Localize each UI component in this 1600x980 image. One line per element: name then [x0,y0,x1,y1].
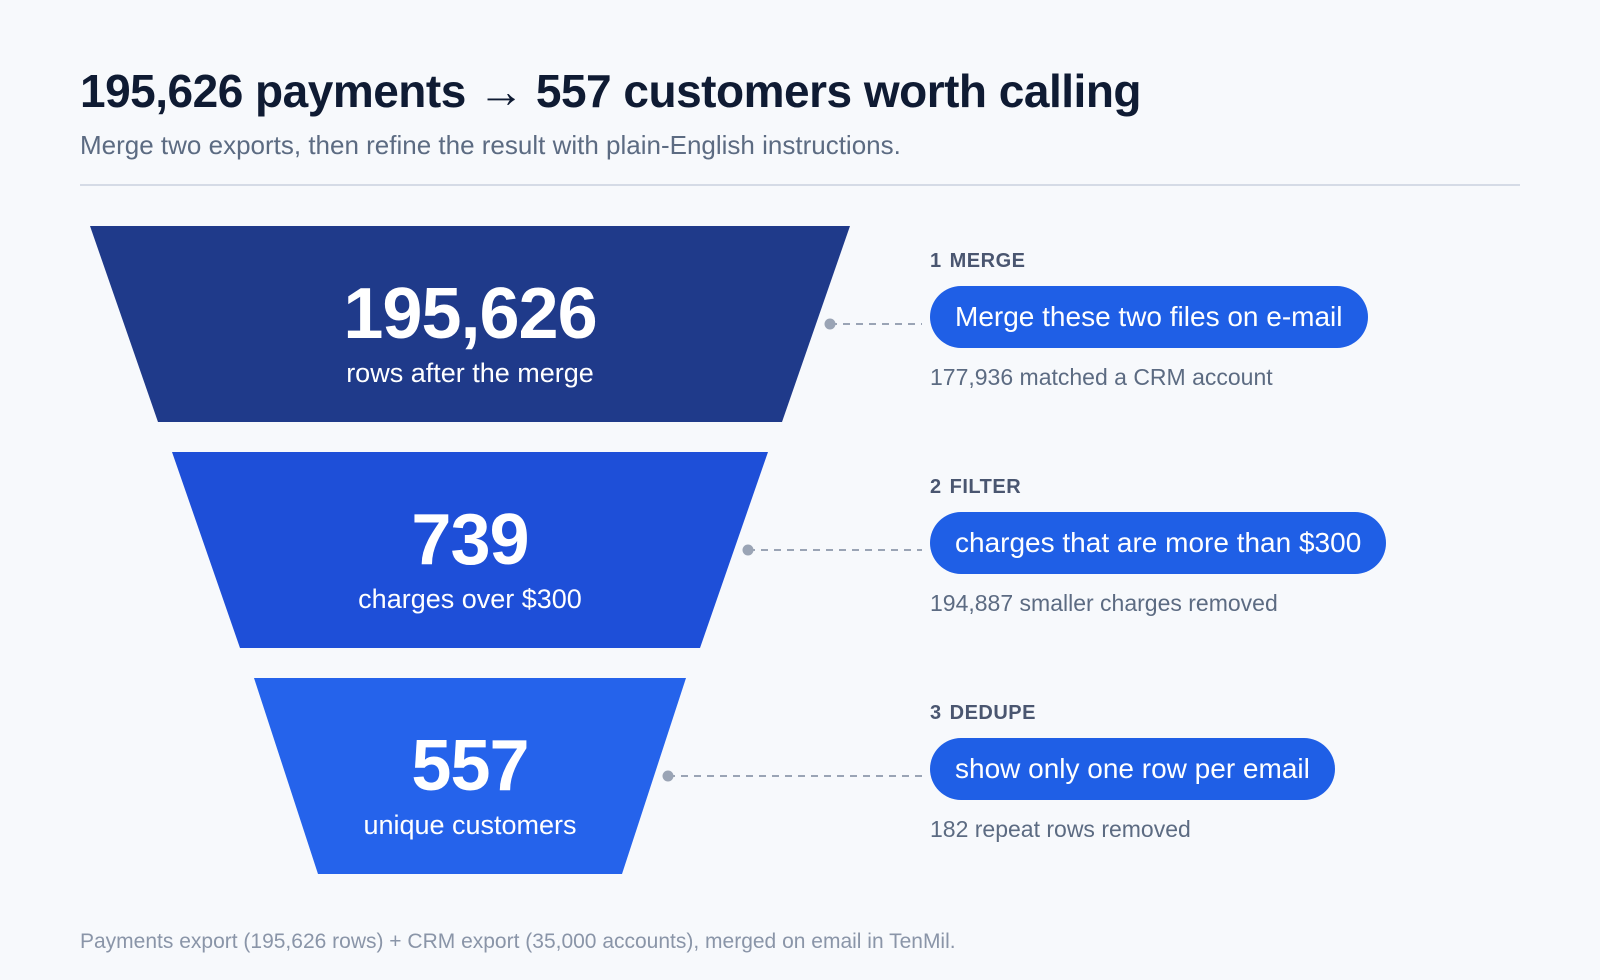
step-dedupe-name: DEDUPE [949,702,1036,724]
step-filter-number: 2 [930,476,942,498]
funnel-stage-3: 557 unique customers [290,730,650,842]
step-merge-note: 177,936 matched a CRM account [930,364,1273,390]
step-dedupe: 3 DEDUPE show only one row per email 182 … [930,702,1335,843]
connector-dot-2 [742,544,754,556]
connector-dot-3 [662,770,674,782]
page-subtitle: Merge two exports, then refine the resul… [80,130,901,160]
funnel-stage-2-value: 739 [411,500,529,580]
step-dedupe-number: 3 [930,702,942,724]
funnel-stage-2-label: charges over $300 [358,584,582,614]
funnel-stage-3-label: unique customers [363,810,577,840]
step-filter-name: FILTER [949,476,1022,498]
funnel-stage-1-label: rows after the merge [346,358,594,388]
dedupe-instruction-pill[interactable]: show only one row per email [930,738,1335,800]
step-filter-note: 194,887 smaller charges removed [930,590,1278,616]
merge-instruction-pill[interactable]: Merge these two files on e-mail [930,286,1368,348]
funnel-stage-3-value: 557 [411,726,529,806]
step-filter-heading: 2 FILTER [930,476,1386,502]
funnel-stage-1-value: 195,626 [343,274,597,354]
step-merge: 1 MERGE Merge these two files on e-mail 1… [930,250,1368,391]
footer-note: Payments export (195,626 rows) + CRM exp… [80,930,956,953]
funnel-stage-1: 195,626 rows after the merge [290,278,650,390]
funnel-stage-3-shape [254,678,686,874]
funnel-stage-1-shape [90,226,850,422]
filter-instruction-pill[interactable]: charges that are more than $300 [930,512,1387,574]
step-merge-name: MERGE [949,250,1026,272]
step-dedupe-note: 182 repeat rows removed [930,816,1191,842]
step-dedupe-heading: 3 DEDUPE [930,702,1335,728]
step-merge-number: 1 [930,250,942,272]
step-filter: 2 FILTER charges that are more than $300 … [930,476,1387,617]
page-title: 195,626 payments → 557 customers worth c… [80,65,1142,117]
step-merge-heading: 1 MERGE [930,250,1368,276]
connector-dot-1 [824,318,836,330]
funnel-stage-2-shape [172,452,768,648]
header-divider [80,184,1520,186]
funnel-stage-2: 739 charges over $300 [290,504,650,616]
